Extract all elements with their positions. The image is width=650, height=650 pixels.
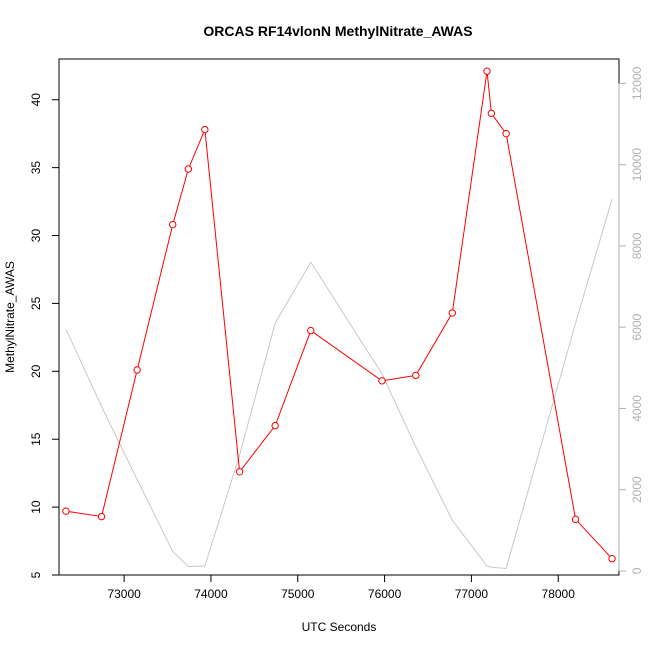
data-point bbox=[483, 67, 491, 75]
y-tick-label: 25 bbox=[29, 296, 43, 310]
y-axis-left: 5 10 15 20 25 30 35 40 bbox=[29, 93, 60, 578]
x-axis: 73000 74000 75000 76000 77000 78000 bbox=[107, 574, 576, 601]
x-tick-label: 77000 bbox=[455, 587, 489, 601]
x-tick-label: 74000 bbox=[194, 587, 228, 601]
series-line-secondary bbox=[65, 199, 613, 570]
y2-tick-label: 6000 bbox=[630, 313, 644, 340]
data-point bbox=[235, 468, 244, 476]
x-tick-label: 78000 bbox=[542, 587, 576, 601]
y-tick-label: 15 bbox=[29, 432, 43, 446]
series-layer bbox=[62, 67, 616, 570]
y-tick-label: 30 bbox=[29, 229, 43, 243]
data-point bbox=[62, 507, 70, 515]
x-tick-label: 76000 bbox=[368, 587, 402, 601]
data-point bbox=[502, 129, 510, 138]
data-point bbox=[487, 109, 496, 118]
y2-tick-label: 4000 bbox=[630, 395, 644, 422]
y2-tick-label: 10000 bbox=[630, 148, 644, 182]
y2-tick-label: 2000 bbox=[630, 476, 644, 503]
data-point bbox=[271, 421, 279, 430]
plot-frame bbox=[58, 58, 620, 576]
data-point bbox=[133, 366, 141, 374]
chart-title: ORCAS RF14vlonN MethylNitrate_AWAS bbox=[203, 23, 472, 39]
series-line-primary bbox=[65, 71, 613, 560]
data-point bbox=[184, 165, 193, 173]
y-axis-label: MethylNitrate_AWAS bbox=[3, 261, 17, 373]
data-point bbox=[378, 377, 386, 385]
data-point bbox=[412, 371, 420, 380]
data-point bbox=[97, 512, 106, 521]
y-tick-label: 20 bbox=[29, 364, 43, 378]
x-tick-label: 75000 bbox=[281, 587, 315, 601]
data-point bbox=[201, 125, 209, 134]
data-point bbox=[608, 555, 616, 563]
y2-tick-label: 0 bbox=[630, 567, 644, 574]
y-tick-label: 35 bbox=[29, 161, 43, 175]
data-point bbox=[169, 220, 177, 229]
y-tick-label: 40 bbox=[29, 93, 43, 107]
y-tick-label: 5 bbox=[29, 571, 43, 578]
y-tick-label: 10 bbox=[29, 500, 43, 514]
x-axis-label: UTC Seconds bbox=[302, 620, 377, 634]
y2-tick-label: 12000 bbox=[630, 66, 644, 100]
y-axis-right: 0 2000 4000 6000 8000 10000 12000 bbox=[618, 66, 644, 574]
x-tick-label: 73000 bbox=[107, 587, 141, 601]
data-point bbox=[448, 309, 457, 317]
y2-tick-label: 8000 bbox=[630, 232, 644, 259]
data-point bbox=[571, 515, 580, 524]
data-point bbox=[307, 326, 315, 335]
